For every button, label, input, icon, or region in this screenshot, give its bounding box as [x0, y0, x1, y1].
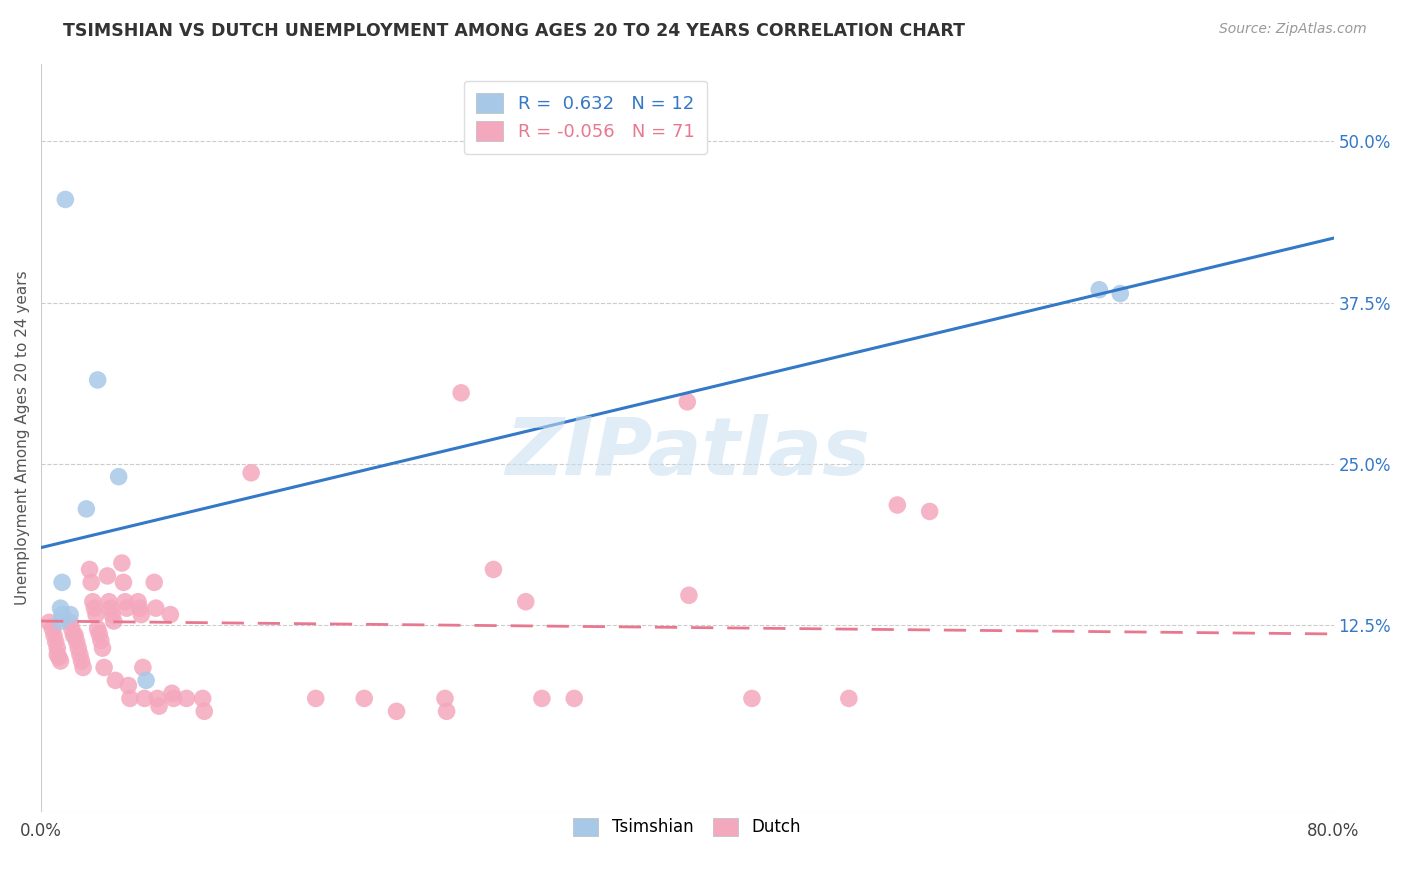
Point: [53, 193, 76, 207]
Point: [97, 595, 120, 609]
Point: [127, 595, 149, 609]
Point: [145, 601, 167, 615]
Point: [115, 601, 138, 615]
Y-axis label: Unemployment Among Ages 20 to 24 years: Unemployment Among Ages 20 to 24 years: [15, 270, 30, 606]
Point: [59, 607, 82, 622]
Point: [49, 601, 72, 615]
Point: [103, 614, 125, 628]
Point: [83, 601, 105, 615]
Point: [46, 641, 69, 656]
Point: [515, 595, 537, 609]
Text: Source: ZipAtlas.com: Source: ZipAtlas.com: [1219, 22, 1367, 37]
Point: [134, 691, 156, 706]
Point: [104, 673, 127, 688]
Point: [135, 673, 157, 688]
Point: [48, 650, 70, 665]
Point: [436, 704, 458, 718]
Point: [41, 622, 63, 636]
Point: [191, 691, 214, 706]
Point: [49, 614, 72, 628]
Point: [112, 575, 135, 590]
Point: [51, 607, 73, 622]
Point: [38, 615, 60, 630]
Point: [46, 648, 69, 662]
Legend: Tsimshian, Dutch: Tsimshian, Dutch: [565, 809, 810, 845]
Point: [67, 641, 90, 656]
Point: [678, 588, 700, 602]
Point: [240, 466, 263, 480]
Point: [305, 691, 328, 706]
Point: [69, 648, 91, 662]
Point: [89, 627, 111, 641]
Point: [82, 595, 104, 609]
Point: [530, 691, 553, 706]
Point: [84, 607, 107, 622]
Point: [101, 607, 124, 622]
Point: [176, 691, 198, 706]
Point: [129, 607, 152, 622]
Point: [111, 556, 134, 570]
Point: [117, 679, 139, 693]
Point: [49, 654, 72, 668]
Point: [132, 660, 155, 674]
Point: [63, 628, 86, 642]
Point: [100, 601, 122, 615]
Point: [90, 633, 112, 648]
Point: [93, 660, 115, 674]
Point: [60, 622, 83, 636]
Point: [741, 691, 763, 706]
Text: ZIPatlas: ZIPatlas: [505, 414, 870, 491]
Point: [353, 691, 375, 706]
Point: [45, 634, 67, 648]
Point: [114, 595, 136, 609]
Point: [72, 660, 94, 674]
Point: [918, 504, 941, 518]
Point: [160, 686, 183, 700]
Point: [143, 575, 166, 590]
Point: [159, 607, 181, 622]
Point: [51, 575, 73, 590]
Point: [59, 615, 82, 630]
Point: [118, 691, 141, 706]
Point: [562, 691, 585, 706]
Point: [128, 601, 150, 615]
Point: [1088, 283, 1111, 297]
Point: [62, 628, 84, 642]
Point: [676, 395, 699, 409]
Point: [146, 691, 169, 706]
Point: [42, 628, 65, 642]
Point: [482, 562, 505, 576]
Point: [66, 634, 89, 648]
Point: [70, 654, 93, 668]
Point: [838, 691, 860, 706]
Point: [75, 501, 97, 516]
Point: [86, 373, 108, 387]
Point: [96, 569, 118, 583]
Point: [886, 498, 908, 512]
Text: TSIMSHIAN VS DUTCH UNEMPLOYMENT AMONG AGES 20 TO 24 YEARS CORRELATION CHART: TSIMSHIAN VS DUTCH UNEMPLOYMENT AMONG AG…: [63, 22, 966, 40]
Point: [107, 469, 129, 483]
Point: [450, 385, 472, 400]
Point: [79, 562, 101, 576]
Point: [433, 691, 456, 706]
Point: [162, 691, 184, 706]
Point: [193, 704, 215, 718]
Point: [148, 699, 170, 714]
Point: [86, 622, 108, 636]
Point: [80, 575, 103, 590]
Point: [385, 704, 408, 718]
Point: [91, 641, 114, 656]
Point: [1109, 286, 1132, 301]
